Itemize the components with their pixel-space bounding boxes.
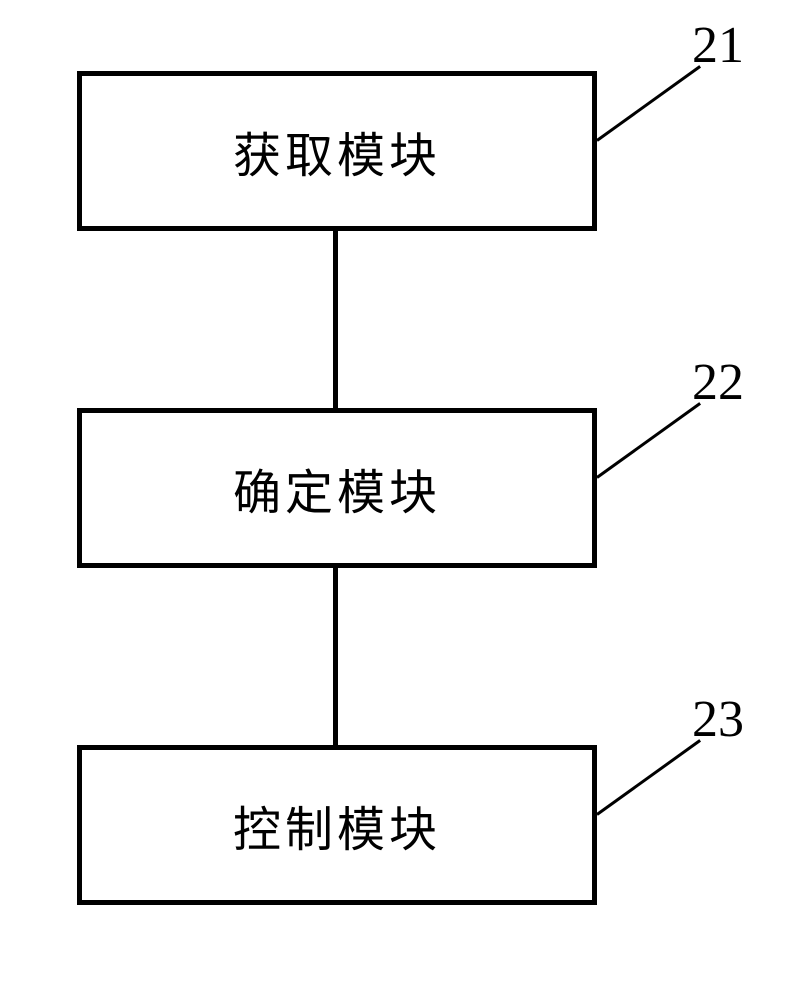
box-determine-label: 确定模块 [233,453,441,523]
leader-21 [596,65,701,141]
leader-22 [596,402,701,478]
box-acquire: 获取模块 [77,71,597,231]
diagram-canvas: { "canvas": { "width": 792, "height": 98… [0,0,792,983]
box-acquire-label: 获取模块 [233,116,441,186]
box-determine: 确定模块 [77,408,597,568]
box-control: 控制模块 [77,745,597,905]
conn-2-3 [333,568,338,745]
leader-23 [596,739,701,815]
box-control-label: 控制模块 [233,790,441,860]
conn-1-2 [333,231,338,408]
